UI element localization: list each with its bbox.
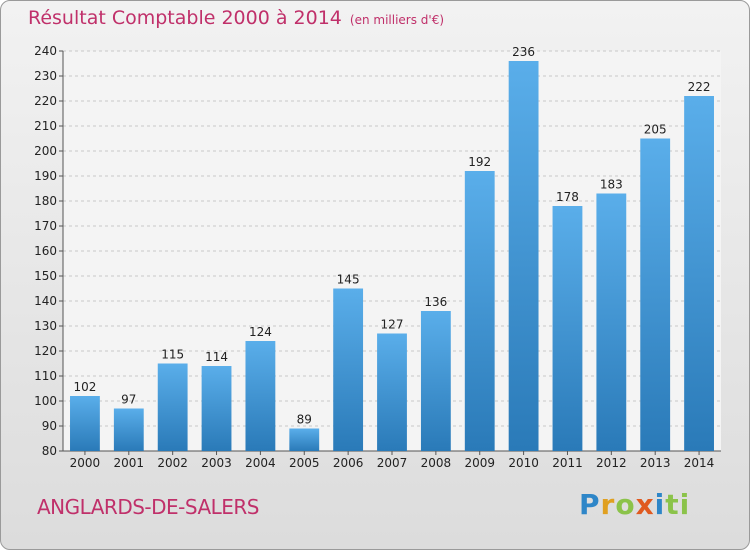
data-labels: 102 97 115 114 124 89 145 127 136 192 236 178 183 205… <box>73 45 710 427</box>
x-tick-label: 2001 <box>114 456 145 470</box>
x-tick-label: 2013 <box>640 456 671 470</box>
y-tick-labels: 80 90 100 110 120 130 140 150 160 170 180 190 200 210… <box>34 44 57 458</box>
x-tick-label: 2011 <box>552 456 583 470</box>
chart-subtitle: (en milliers d'€) <box>349 13 445 27</box>
x-tick-label: 2008 <box>421 456 452 470</box>
commune-name: ANGLARDS-DE-SALERS <box>37 495 260 519</box>
data-label: 178 <box>556 190 579 204</box>
x-tick-label: 2007 <box>377 456 408 470</box>
data-label: 115 <box>161 348 184 362</box>
y-tick-label: 190 <box>34 169 57 183</box>
data-label: 97 <box>121 393 136 407</box>
x-tick-labels: 2000 2001 2002 2003 2004 2005 2006 2007 2008 2009… <box>70 456 715 470</box>
bar <box>157 363 188 451</box>
bar <box>333 288 364 451</box>
x-tick-label: 2002 <box>157 456 188 470</box>
logo-letter: x <box>635 488 655 521</box>
data-label: 89 <box>297 413 312 427</box>
bar <box>684 96 714 451</box>
logo-letter: o <box>615 488 636 521</box>
chart-title: Résultat Comptable 2000 à 2014 (en millie… <box>28 7 444 29</box>
y-tick-label: 90 <box>42 419 57 433</box>
y-tick-label: 100 <box>34 394 57 408</box>
bar <box>245 341 276 451</box>
logo-letter: r <box>600 488 616 521</box>
y-tick-label: 210 <box>34 119 57 133</box>
bar <box>70 396 100 451</box>
y-tick-label: 200 <box>34 144 57 158</box>
data-label: 102 <box>73 380 96 394</box>
data-label: 114 <box>205 350 228 364</box>
data-label: 145 <box>337 273 360 287</box>
x-tick-label: 2006 <box>333 456 364 470</box>
x-tick-label: 2000 <box>70 456 101 470</box>
bar <box>596 193 627 451</box>
bar <box>377 333 407 451</box>
bar <box>552 206 583 451</box>
data-label: 136 <box>424 295 447 309</box>
y-tick-label: 130 <box>34 319 57 333</box>
x-tick-label: 2003 <box>201 456 232 470</box>
data-label: 222 <box>688 80 711 94</box>
x-tick-label: 2004 <box>245 456 276 470</box>
data-label: 236 <box>512 45 535 59</box>
data-label: 192 <box>468 155 491 169</box>
bar <box>289 428 320 451</box>
proxiti-logo: Proxiti <box>579 488 690 521</box>
data-label: 127 <box>381 318 404 332</box>
x-tick-label: 2009 <box>464 456 495 470</box>
y-tick-label: 240 <box>34 44 57 58</box>
y-tick-label: 180 <box>34 194 57 208</box>
title-text: Résultat Comptable 2000 à 2014 <box>28 7 342 29</box>
bar <box>508 61 539 451</box>
bar <box>464 171 495 451</box>
y-tick-label: 230 <box>34 69 57 83</box>
bars <box>70 61 714 451</box>
logo-letter: P <box>579 488 601 521</box>
logo-letter: ti <box>665 488 691 521</box>
y-tick-label: 160 <box>34 244 57 258</box>
bar <box>113 408 144 451</box>
data-label: 124 <box>249 325 272 339</box>
logo-letter: i <box>654 488 666 521</box>
data-label: 205 <box>644 123 667 137</box>
y-tick-label: 170 <box>34 219 57 233</box>
y-tick-label: 80 <box>42 444 57 458</box>
y-tick-label: 150 <box>34 269 57 283</box>
x-tick-label: 2014 <box>684 456 715 470</box>
y-tick-label: 110 <box>34 369 57 383</box>
y-tick-label: 220 <box>34 94 57 108</box>
bar <box>640 138 671 451</box>
bar <box>201 366 232 451</box>
bar <box>420 311 451 451</box>
x-tick-label: 2010 <box>508 456 539 470</box>
y-tick-label: 140 <box>34 294 57 308</box>
data-label: 183 <box>600 178 623 192</box>
x-tick-label: 2005 <box>289 456 320 470</box>
y-tick-label: 120 <box>34 344 57 358</box>
x-tick-label: 2012 <box>596 456 627 470</box>
